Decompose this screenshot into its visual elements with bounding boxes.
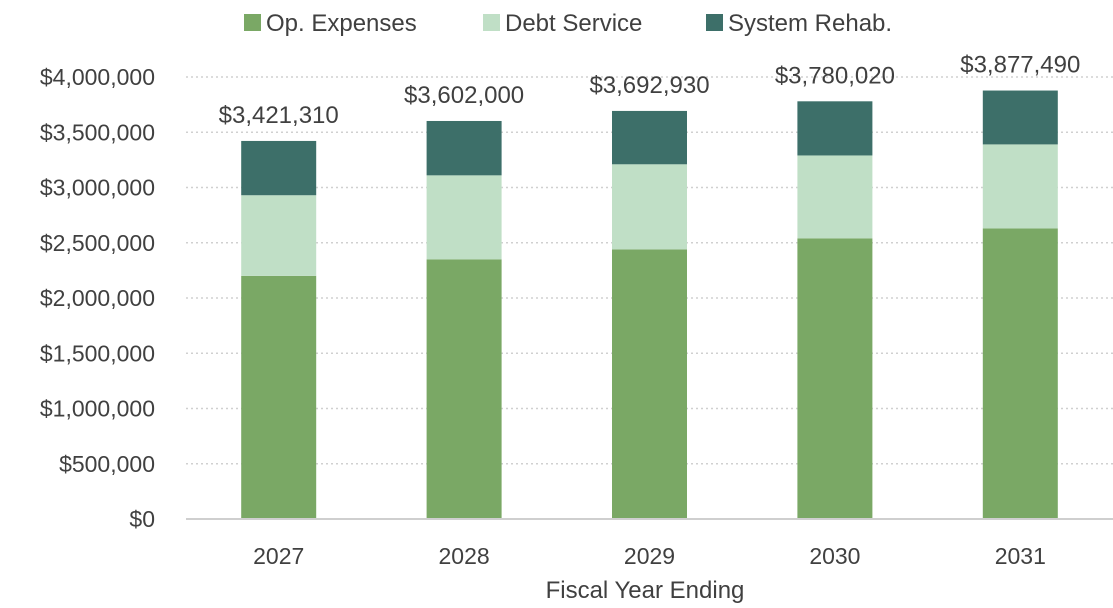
- bar-segment: [982, 144, 1058, 229]
- data-labels: $3,421,310 $3,602,000 $3,692,930 $3,780,020…: [219, 52, 1081, 129]
- bar-segment: [982, 228, 1058, 519]
- legend: Op. Expenses Debt Service System Rehab.: [244, 10, 892, 37]
- y-tick-label: $1,000,000: [40, 396, 155, 422]
- bars: [241, 90, 1058, 519]
- legend-swatch: [706, 14, 723, 31]
- y-axis: $0 $500,000 $1,000,000 $1,500,000 $2,000,000…: [40, 64, 155, 532]
- y-tick-label: $2,500,000: [40, 230, 155, 256]
- bar-segment: [426, 120, 502, 176]
- bar-segment: [241, 195, 317, 276]
- x-tick-label: 2031: [995, 543, 1046, 569]
- legend-label: System Rehab.: [728, 10, 892, 37]
- y-tick-label: $2,000,000: [40, 285, 155, 311]
- bar-segment: [612, 249, 687, 519]
- bar-segment: [982, 90, 1058, 145]
- legend-label: Debt Service: [505, 10, 642, 37]
- total-data-label: $3,780,020: [775, 62, 895, 89]
- legend-swatch: [483, 14, 500, 31]
- bar-segment: [241, 275, 317, 519]
- y-tick-label: $0: [129, 506, 155, 532]
- bar-segment: [426, 259, 502, 519]
- y-tick-label: $500,000: [59, 451, 155, 477]
- total-data-label: $3,692,930: [589, 72, 709, 99]
- bar-segment: [797, 101, 873, 156]
- y-tick-label: $1,500,000: [40, 340, 155, 366]
- legend-swatch: [244, 14, 261, 31]
- bar-segment: [612, 164, 687, 250]
- y-tick-label: $3,500,000: [40, 119, 155, 145]
- legend-label: Op. Expenses: [266, 10, 417, 37]
- x-tick-label: 2029: [624, 543, 675, 569]
- x-axis: 2027 2028 2029 2030 2031: [186, 518, 1113, 569]
- total-data-label: $3,421,310: [219, 102, 339, 129]
- bar-segment: [426, 175, 502, 260]
- bar-segment: [797, 238, 873, 519]
- y-tick-label: $3,000,000: [40, 175, 155, 201]
- y-tick-label: $4,000,000: [40, 64, 155, 90]
- x-axis-title: Fiscal Year Ending: [546, 577, 745, 603]
- bar-segment: [241, 140, 317, 196]
- x-tick-label: 2028: [439, 543, 490, 569]
- total-data-label: $3,877,490: [960, 52, 1080, 79]
- total-data-label: $3,602,000: [404, 82, 524, 109]
- bar-segment: [797, 155, 873, 239]
- bar-segment: [612, 110, 687, 165]
- x-tick-label: 2027: [253, 543, 304, 569]
- x-tick-label: 2030: [809, 543, 860, 569]
